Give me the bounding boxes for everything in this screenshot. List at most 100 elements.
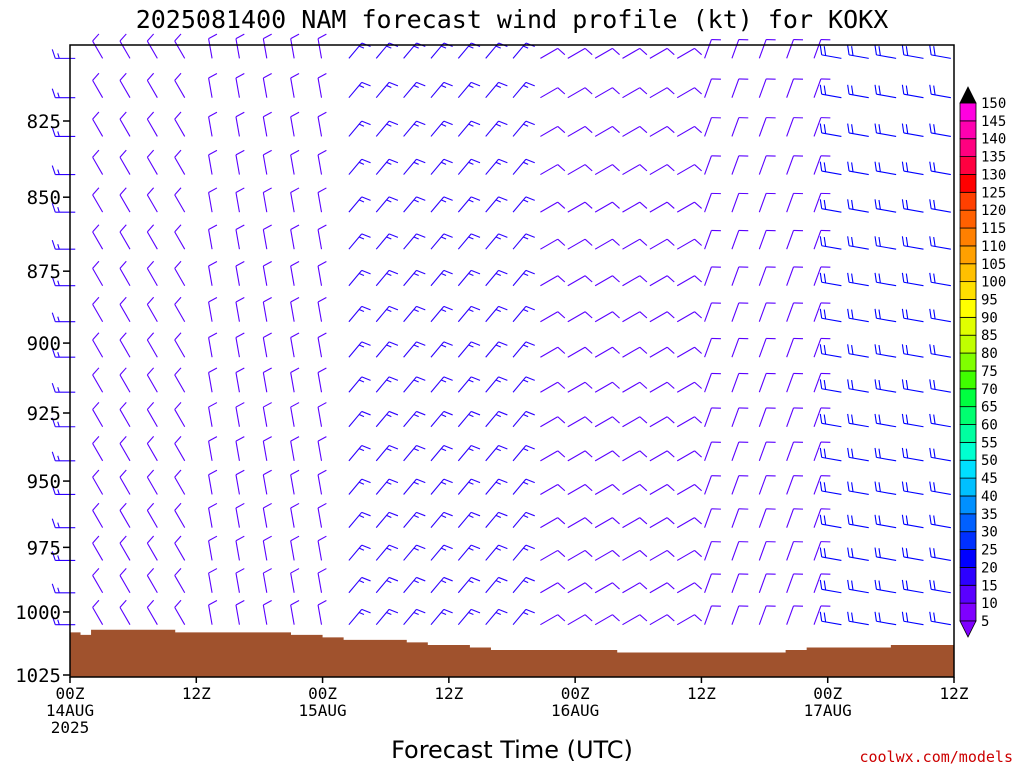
barb-feather xyxy=(146,33,155,42)
barb-staff xyxy=(290,38,295,59)
wind-barb xyxy=(901,579,924,594)
wind-barb xyxy=(731,78,749,98)
barb-staff xyxy=(119,476,131,495)
y-tick-label: 875 xyxy=(27,261,61,283)
barb-staff xyxy=(119,443,131,462)
barb-feather xyxy=(851,414,854,425)
barb-staff xyxy=(622,201,641,213)
barb-staff xyxy=(208,301,213,322)
wind-barb xyxy=(731,441,749,462)
wind-barb xyxy=(403,376,426,393)
barb-staff xyxy=(931,620,951,626)
wind-barb xyxy=(594,125,620,137)
wind-barb xyxy=(146,149,158,175)
barb-feather xyxy=(416,544,426,550)
barb-feather xyxy=(874,236,877,246)
wind-barb xyxy=(92,224,104,250)
wind-barb xyxy=(704,605,721,625)
barb-feather xyxy=(929,579,932,590)
wind-barb xyxy=(874,481,897,496)
wind-barb xyxy=(622,47,648,59)
wind-barb xyxy=(901,272,924,287)
barb-staff xyxy=(262,406,268,427)
wind-barb xyxy=(540,582,566,594)
barb-staff xyxy=(931,422,951,428)
barb-staff xyxy=(457,609,472,626)
x-tick-label: 00Z xyxy=(813,684,842,703)
barb-feather xyxy=(388,376,399,381)
barb-feather xyxy=(51,202,56,213)
wind-barb xyxy=(51,127,76,137)
barb-staff xyxy=(731,302,740,322)
barb-feather xyxy=(878,548,881,558)
barb-feather xyxy=(317,436,327,442)
wind-barb xyxy=(208,502,218,528)
barb-feather xyxy=(416,576,426,582)
barb-feather xyxy=(557,275,566,283)
barb-feather xyxy=(584,381,593,389)
wind-barb xyxy=(485,576,508,594)
barb-staff xyxy=(375,120,390,137)
barb-feather xyxy=(263,187,272,193)
barb-feather xyxy=(694,346,703,354)
barb-staff xyxy=(567,483,586,495)
barb-feather xyxy=(905,236,909,247)
barb-staff xyxy=(290,116,295,137)
barb-half-feather xyxy=(441,199,447,203)
wind-barb xyxy=(704,441,721,462)
barb-feather xyxy=(361,478,371,484)
wind-barb xyxy=(92,436,104,462)
wind-barb xyxy=(119,436,131,462)
barb-staff xyxy=(758,541,767,561)
barb-half-feather xyxy=(495,580,501,584)
wind-barb xyxy=(676,450,703,462)
barb-feather xyxy=(317,187,327,193)
wind-barb xyxy=(622,275,648,287)
y-tick-label: 925 xyxy=(27,403,61,425)
wind-barb xyxy=(512,305,535,323)
barb-feather xyxy=(933,46,936,56)
x-tick-label: 12Z xyxy=(434,684,463,703)
barb-staff xyxy=(92,607,104,625)
barb-half-feather xyxy=(57,207,60,213)
wind-barb xyxy=(375,341,399,358)
barb-feather xyxy=(557,381,566,389)
barb-feather xyxy=(51,165,56,175)
wind-barb xyxy=(208,72,218,98)
wind-barb xyxy=(929,344,951,358)
barb-feather xyxy=(208,502,218,509)
wind-barb xyxy=(146,401,158,428)
wind-barb xyxy=(847,84,869,99)
barb-half-feather xyxy=(495,161,501,165)
barb-feather xyxy=(874,413,877,424)
wind-barb xyxy=(485,376,508,393)
wind-barb xyxy=(758,117,776,137)
barb-feather xyxy=(317,149,327,156)
wind-barb xyxy=(512,233,535,250)
wind-barb xyxy=(208,297,218,322)
colorbar-label: 25 xyxy=(981,543,998,559)
barb-feather xyxy=(823,414,827,425)
barb-staff xyxy=(485,233,499,250)
barb-staff xyxy=(731,475,740,495)
colorbar-label: 110 xyxy=(981,239,1006,255)
barb-staff xyxy=(485,478,499,495)
barb-staff xyxy=(317,441,323,461)
wind-barb xyxy=(819,514,842,529)
barb-feather xyxy=(361,233,371,238)
barb-staff xyxy=(813,475,822,495)
barb-staff xyxy=(567,346,586,358)
barb-staff xyxy=(649,311,668,323)
wind-barb xyxy=(146,296,158,322)
wind-barb xyxy=(235,149,245,175)
barb-feather xyxy=(557,311,566,319)
barb-staff xyxy=(403,120,417,137)
wind-barb xyxy=(512,608,535,626)
barb-feather xyxy=(851,548,854,558)
wind-barb xyxy=(208,469,218,495)
wind-barb xyxy=(119,535,131,561)
wind-barb xyxy=(929,161,951,176)
barb-staff xyxy=(821,170,842,176)
barb-staff xyxy=(731,117,740,137)
barb-feather xyxy=(819,514,823,525)
